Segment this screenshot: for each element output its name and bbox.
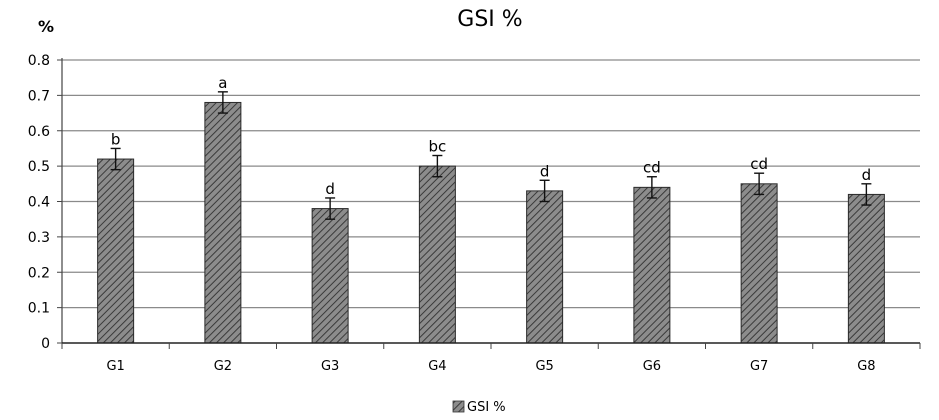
bar-g8 — [847, 193, 885, 344]
bar-g3 — [311, 208, 349, 344]
legend-swatch — [452, 400, 465, 413]
legend-label: GSI % — [467, 400, 506, 415]
y-tick-label: 0.7 — [28, 88, 50, 104]
bars: b a d bc d cd cd d — [97, 74, 885, 344]
y-tick-label: 0.1 — [28, 301, 50, 317]
significance-label: d — [540, 162, 550, 180]
y-tick-label: 0.6 — [28, 124, 50, 140]
x-tick-label: G1 — [106, 359, 124, 374]
significance-label: cd — [750, 155, 768, 173]
x-tick-label: G8 — [857, 359, 875, 374]
chart-title: GSI % — [457, 7, 522, 32]
y-tick-label: 0.3 — [28, 230, 50, 246]
x-tick-label: G2 — [214, 359, 232, 374]
significance-label: cd — [643, 159, 661, 177]
bar-g7 — [740, 183, 778, 344]
x-tick-label: G4 — [428, 359, 446, 374]
significance-label: b — [111, 130, 121, 148]
bar-g6 — [633, 186, 671, 344]
y-tick-labels: 0 0.1 0.2 0.3 0.4 0.5 0.6 0.7 0.8 — [28, 53, 50, 352]
legend: GSI % — [452, 400, 506, 415]
x-tick-label: G5 — [535, 359, 553, 374]
significance-label: a — [218, 74, 227, 92]
x-tick-label: G6 — [643, 359, 661, 374]
y-tick-label: 0.5 — [28, 159, 50, 175]
x-tick-label: G7 — [750, 359, 768, 374]
y-tick-label: 0.4 — [28, 195, 50, 211]
y-axis-label: % — [38, 17, 54, 36]
bar-g5 — [526, 190, 564, 344]
gridlines — [57, 59, 920, 344]
x-tick-label: G3 — [321, 359, 339, 374]
bar-g4 — [418, 165, 456, 344]
significance-label: d — [862, 166, 872, 184]
x-tick-labels: G1 G2 G3 G4 G5 G6 G7 G8 — [106, 359, 875, 374]
y-tick-label: 0 — [41, 336, 50, 352]
significance-label: bc — [428, 138, 446, 156]
bar-g2 — [204, 101, 242, 344]
axes — [61, 58, 921, 349]
significance-label: d — [325, 180, 335, 198]
y-tick-label: 0.8 — [28, 53, 50, 69]
y-tick-label: 0.2 — [28, 265, 50, 281]
bar-g1 — [97, 158, 135, 344]
